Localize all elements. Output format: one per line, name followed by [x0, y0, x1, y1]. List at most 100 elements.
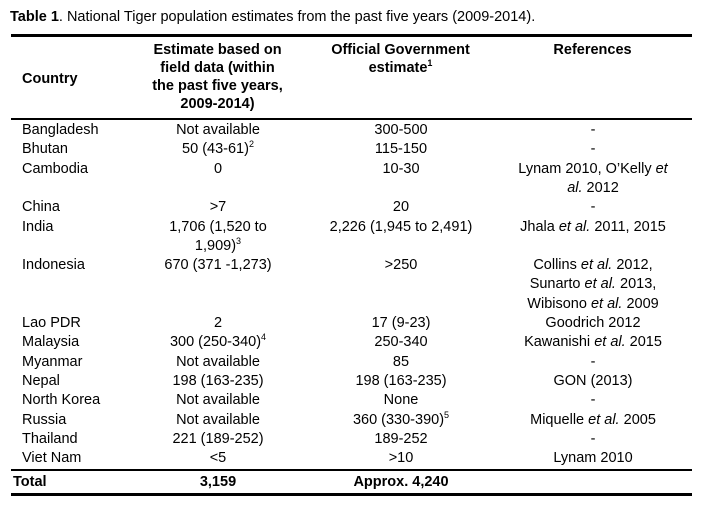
cell-estimate-line: Not available [133, 411, 303, 430]
cell-official-text: 17 (9-23) [371, 315, 431, 331]
cell-country: Myanmar [22, 353, 83, 370]
header-estimate-line: 2009-2014) [180, 96, 255, 112]
table-row: Cambodia 0 10-30 Lynam 2010, O’Kelly et al. … [0, 160, 707, 199]
cell-references-line: - [590, 430, 596, 447]
cell-estimate-text: 670 (371 -1,273) [164, 257, 272, 274]
cell-estimate-text: Not available [176, 411, 260, 428]
cell-official-text: 360 (330-390) [352, 411, 445, 428]
cell-estimate-line: 0 [133, 160, 303, 179]
cell-references: - [498, 353, 688, 372]
cell-country: Cambodia [22, 160, 89, 177]
cell-estimate-text: 1,909) [194, 237, 237, 254]
cell-country: Russia [22, 411, 67, 428]
cell-references: Miquelle et al. 2005 [498, 411, 688, 430]
cell-official: 85 [306, 353, 496, 372]
cell-official: 250-340 [306, 333, 496, 352]
cell-estimate: 2 [133, 314, 303, 333]
cell-references: Lynam 2010, O’Kelly et al. 2012 [498, 160, 688, 199]
table-row: Bangladesh Not available 300-500 - [0, 121, 707, 140]
header-estimate-line: the past five years, [152, 78, 283, 94]
cell-references-line: Lynam 2010, O’Kelly et [518, 160, 668, 177]
cell-references-line: - [590, 141, 596, 158]
cell-estimate-line: 300 (250-340)4 [133, 333, 303, 352]
cell-official-text: 300-500 [374, 122, 428, 138]
cell-official: 300-500 [306, 121, 496, 140]
header-estimate-line: Estimate based on [153, 42, 282, 58]
cell-references: Goodrich 2012 [498, 314, 688, 333]
table-row: Myanmar Not available 85 - [0, 353, 707, 372]
cell-estimate-text: Not available [176, 392, 260, 409]
cell-estimate: >7 [133, 198, 303, 217]
cell-official: 360 (330-390)5 [306, 410, 496, 430]
cell-estimate-text: <5 [209, 450, 227, 467]
cell-references: Jhala et al. 2011, 2015 [498, 218, 688, 237]
total-label: Total [13, 474, 47, 490]
cell-references-line: Wibisono et al. 2009 [527, 295, 659, 312]
table-row: Thailand 221 (189-252) 189-252 - [0, 430, 707, 449]
cell-estimate-text: 1,706 (1,520 to [169, 218, 267, 235]
cell-official-text: >10 [388, 450, 414, 467]
cell-estimate-text: 198 (163-235) [172, 372, 264, 389]
header-rule [11, 118, 692, 120]
cell-country: Thailand [22, 430, 78, 447]
cell-country: Bangladesh [22, 122, 99, 138]
cell-estimate-text: Not available [176, 122, 260, 138]
cell-references: GON (2013) [498, 372, 688, 391]
cell-estimate-text: 221 (189-252) [172, 430, 264, 447]
total-estimate: 3,159 [199, 474, 237, 490]
cell-references: - [498, 198, 688, 217]
caption-text: . National Tiger population estimates fr… [58, 9, 536, 25]
cell-estimate-line: 1,706 (1,520 to [133, 218, 303, 237]
cell-estimate-text: 300 (250-340) [169, 334, 262, 351]
table-row: Nepal 198 (163-235) 198 (163-235) GON (2013… [0, 372, 707, 391]
cell-estimate-line: 670 (371 -1,273) [133, 256, 303, 275]
cell-country: Bhutan [22, 141, 68, 158]
cell-references: - [498, 430, 688, 449]
footnote-marker: 4 [261, 332, 267, 343]
cell-references: Lynam 2010 [498, 449, 688, 468]
table-row: China >7 20 - [0, 198, 707, 217]
cell-official-text: 250-340 [374, 334, 428, 351]
table-row: Bhutan 50 (43-61)2 115-150 - [0, 140, 707, 159]
top-rule [11, 34, 692, 37]
cell-estimate-line: Not available [133, 391, 303, 410]
table-row: Malaysia 300 (250-340)4 250-340 Kawanishi e… [0, 333, 707, 352]
cell-estimate: Not available [133, 121, 303, 140]
cell-estimate-line: >7 [133, 198, 303, 217]
cell-country: Nepal [22, 372, 60, 389]
table-row: Indonesia 670 (371 -1,273) >250 Collins et … [0, 256, 707, 314]
cell-estimate-line: 50 (43-61)2 [133, 140, 303, 159]
cell-country: India [22, 218, 54, 235]
cell-official: 115-150 [306, 140, 496, 159]
cell-references-line: Goodrich 2012 [545, 315, 641, 331]
header-estimate-line: field data (within [160, 60, 275, 76]
cell-references: - [498, 391, 688, 410]
cell-country: China [22, 199, 60, 216]
cell-references: Kawanishi et al. 2015 [498, 333, 688, 352]
cell-references-line: Jhala et al. 2011, 2015 [520, 218, 666, 235]
cell-estimate-line: Not available [133, 121, 303, 140]
cell-estimate: 1,706 (1,520 to 1,909)3 [133, 218, 303, 257]
cell-estimate-line: Not available [133, 353, 303, 372]
cell-references-line: - [590, 199, 596, 216]
cell-references-line: Lynam 2010 [553, 450, 633, 467]
cell-country: North Korea [22, 392, 101, 409]
cell-references-line: - [590, 392, 596, 409]
header-references: References [553, 42, 632, 58]
cell-estimate: 0 [133, 160, 303, 179]
cell-references-line: Miquelle et al. 2005 [530, 411, 656, 428]
header-official-line: estimate1 [308, 59, 493, 77]
total-official: Approx. 4,240 [353, 474, 449, 490]
cell-estimate-line: 221 (189-252) [133, 430, 303, 449]
cell-estimate-text: >7 [209, 199, 227, 216]
bottom-rule [11, 493, 692, 496]
cell-references-line: Collins et al. 2012, [533, 257, 653, 274]
footnote-marker: 1 [427, 58, 433, 69]
header-official-text: estimate [368, 60, 428, 76]
cell-estimate: 50 (43-61)2 [133, 140, 303, 159]
cell-official: 17 (9-23) [306, 314, 496, 333]
cell-references-line: Sunarto et al. 2013, [529, 276, 657, 293]
cell-references-line: - [590, 122, 596, 138]
cell-official-text: 20 [392, 199, 410, 216]
cell-estimate: 198 (163-235) [133, 372, 303, 391]
